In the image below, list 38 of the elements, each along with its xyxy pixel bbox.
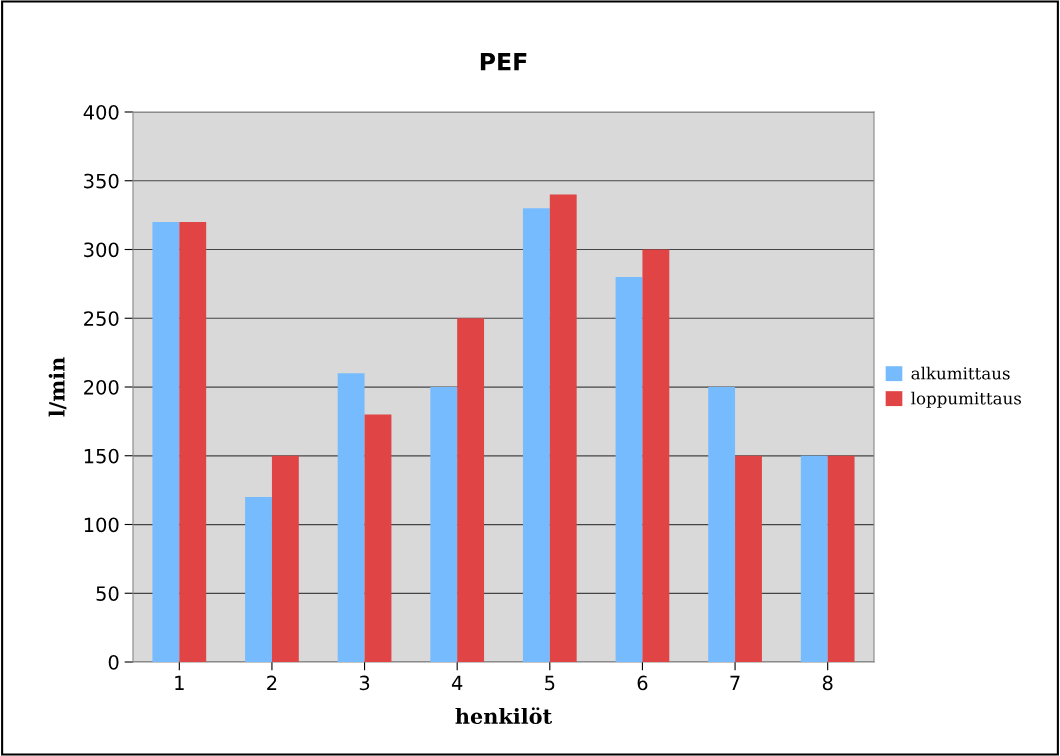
y-tick-label: 350 — [84, 173, 119, 189]
x-tick-label: 1 — [175, 675, 184, 690]
chart-title: PEF — [480, 53, 527, 71]
x-tick-label: 3 — [359, 675, 370, 691]
bar — [615, 277, 643, 662]
y-tick-label: 100 — [84, 517, 119, 533]
bar — [827, 455, 855, 662]
bar — [549, 194, 577, 662]
bar — [271, 455, 299, 662]
x-tick-label: 5 — [545, 675, 555, 691]
x-tick-label: 2 — [267, 675, 277, 690]
x-tick-label: 4 — [451, 675, 463, 690]
bar — [522, 208, 550, 662]
x-axis-title: henkilöt — [455, 707, 553, 725]
bar — [245, 497, 272, 662]
y-tick-label: 200 — [84, 379, 119, 395]
y-tick-label: 400 — [83, 104, 119, 120]
bar — [179, 222, 207, 662]
bar — [735, 455, 762, 662]
x-tick-label: 7 — [730, 675, 740, 690]
legend-label: alkumittaus — [911, 366, 1010, 380]
y-tick-label: 250 — [84, 311, 119, 326]
bar — [430, 387, 458, 662]
bar — [642, 249, 670, 662]
y-axis-title: l/min — [48, 357, 67, 417]
y-tick-label: 150 — [84, 448, 119, 464]
y-tick-label: 300 — [84, 242, 119, 258]
x-tick-label: 8 — [822, 675, 833, 691]
x-tick-label: 6 — [637, 675, 648, 691]
y-tick-label: 50 — [96, 586, 119, 601]
bar — [152, 222, 180, 662]
bar — [708, 387, 736, 662]
y-tick-label: 0 — [108, 654, 119, 670]
bar — [457, 318, 485, 662]
bar — [337, 373, 365, 662]
bar — [800, 455, 828, 662]
bar — [364, 414, 392, 662]
legend-label: loppumittaus — [911, 391, 1021, 408]
